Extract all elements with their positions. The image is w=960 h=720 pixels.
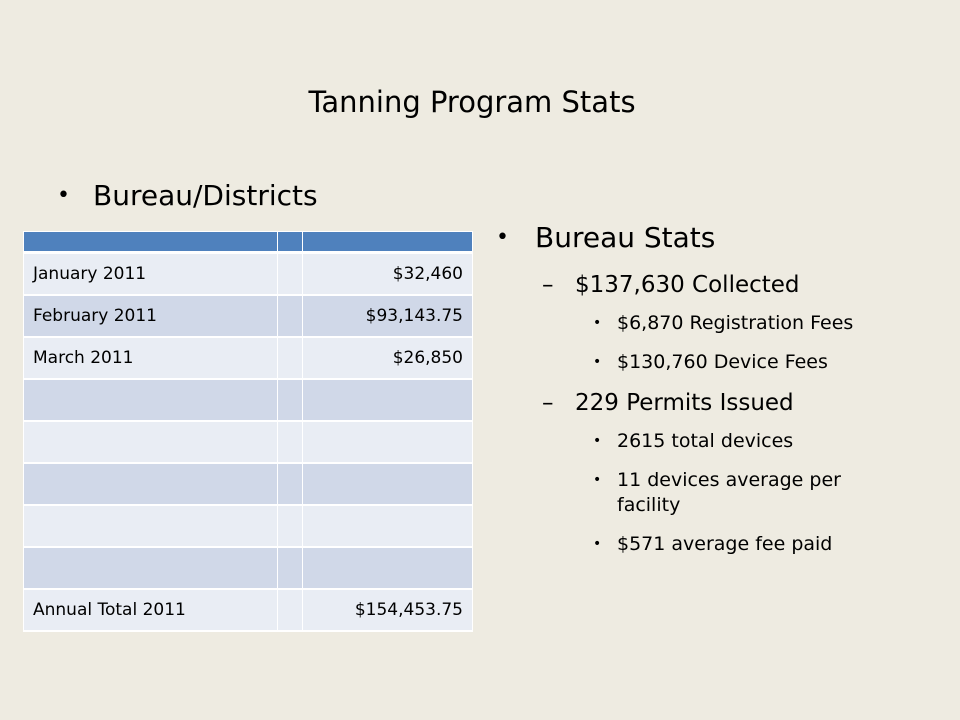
sub-item-label: $6,870 Registration Fees: [617, 312, 854, 334]
amount-cell: [302, 420, 473, 464]
spacer-cell: [277, 588, 303, 632]
table-header-row: [23, 231, 473, 254]
table-row: [23, 546, 473, 590]
month-cell: March 2011: [23, 336, 278, 380]
table-header-cell: [23, 231, 278, 254]
bullet-icon: [593, 429, 601, 456]
month-cell: [23, 378, 278, 422]
dash-icon: –: [542, 390, 554, 416]
table-row: January 2011 $32,460: [23, 252, 473, 296]
month-cell: [23, 420, 278, 464]
spacer-cell: [277, 420, 303, 464]
dash-icon: –: [542, 272, 554, 298]
table-row: March 2011 $26,850: [23, 336, 473, 380]
bureau-stats-bullet: Bureau Stats: [496, 218, 916, 261]
collected-label: $137,630 Collected: [575, 272, 800, 298]
sub-item-label: $130,760 Device Fees: [617, 351, 828, 373]
bureau-stats-label: Bureau Stats: [535, 221, 716, 254]
bullet-icon: [593, 532, 601, 559]
table-row: [23, 420, 473, 464]
sub-item: 2615 total devices: [496, 429, 916, 454]
spacer-cell: [277, 294, 303, 338]
amount-cell: [302, 504, 473, 548]
bullet-icon: [593, 350, 601, 377]
spacer-cell: [277, 546, 303, 590]
spacer-cell: [277, 252, 303, 296]
total-label-cell: Annual Total 2011: [23, 588, 278, 632]
permits-label: 229 Permits Issued: [575, 390, 794, 416]
bureau-stats-list: Bureau Stats –$137,630 Collected $6,870 …: [496, 218, 916, 557]
bullet-icon: [593, 468, 601, 495]
month-cell: [23, 462, 278, 506]
spacer-cell: [277, 336, 303, 380]
total-amount-cell: $154,453.75: [302, 588, 473, 632]
table-row: February 2011 $93,143.75: [23, 294, 473, 338]
month-cell: February 2011: [23, 294, 278, 338]
collected-item: – $137,630 Collected: [496, 269, 916, 301]
month-cell: January 2011: [23, 252, 278, 296]
sub-item-label: $571 average fee paid: [617, 533, 833, 555]
table-row-total: Annual Total 2011 $154,453.75: [23, 588, 473, 632]
spacer-cell: [277, 504, 303, 548]
table-row: [23, 378, 473, 422]
permits-item: –229 Permits Issued: [496, 387, 916, 419]
amount-cell: [302, 546, 473, 590]
amount-cell: [302, 378, 473, 422]
table-row: [23, 504, 473, 548]
bullet-icon: [496, 218, 535, 261]
spacer-cell: [277, 378, 303, 422]
sub-item: 11 devices average per facility: [496, 468, 893, 518]
sub-item-label: 2615 total devices: [617, 430, 794, 452]
sub-item: $6,870 Registration Fees: [496, 311, 916, 336]
bullet-icon: [593, 311, 601, 338]
bureau-districts-bullet: Bureau/Districts: [57, 176, 318, 219]
table-row: [23, 462, 473, 506]
amount-cell: $93,143.75: [302, 294, 473, 338]
bureau-districts-label: Bureau/Districts: [93, 179, 318, 212]
sub-item: $571 average fee paid: [496, 532, 916, 557]
amount-cell: [302, 462, 473, 506]
slide-title: Tanning Program Stats: [308, 85, 636, 119]
spacer-cell: [277, 462, 303, 506]
table-header-cell: [277, 231, 303, 254]
amount-cell: $32,460: [302, 252, 473, 296]
amount-cell: $26,850: [302, 336, 473, 380]
table-header-cell: [302, 231, 473, 254]
month-cell: [23, 546, 278, 590]
revenue-table: January 2011 $32,460 February 2011 $93,1…: [23, 231, 473, 632]
bullet-icon: [57, 176, 93, 219]
sub-item-label: 11 devices average per facility: [617, 469, 841, 516]
sub-item: $130,760 Device Fees: [496, 350, 916, 375]
month-cell: [23, 504, 278, 548]
